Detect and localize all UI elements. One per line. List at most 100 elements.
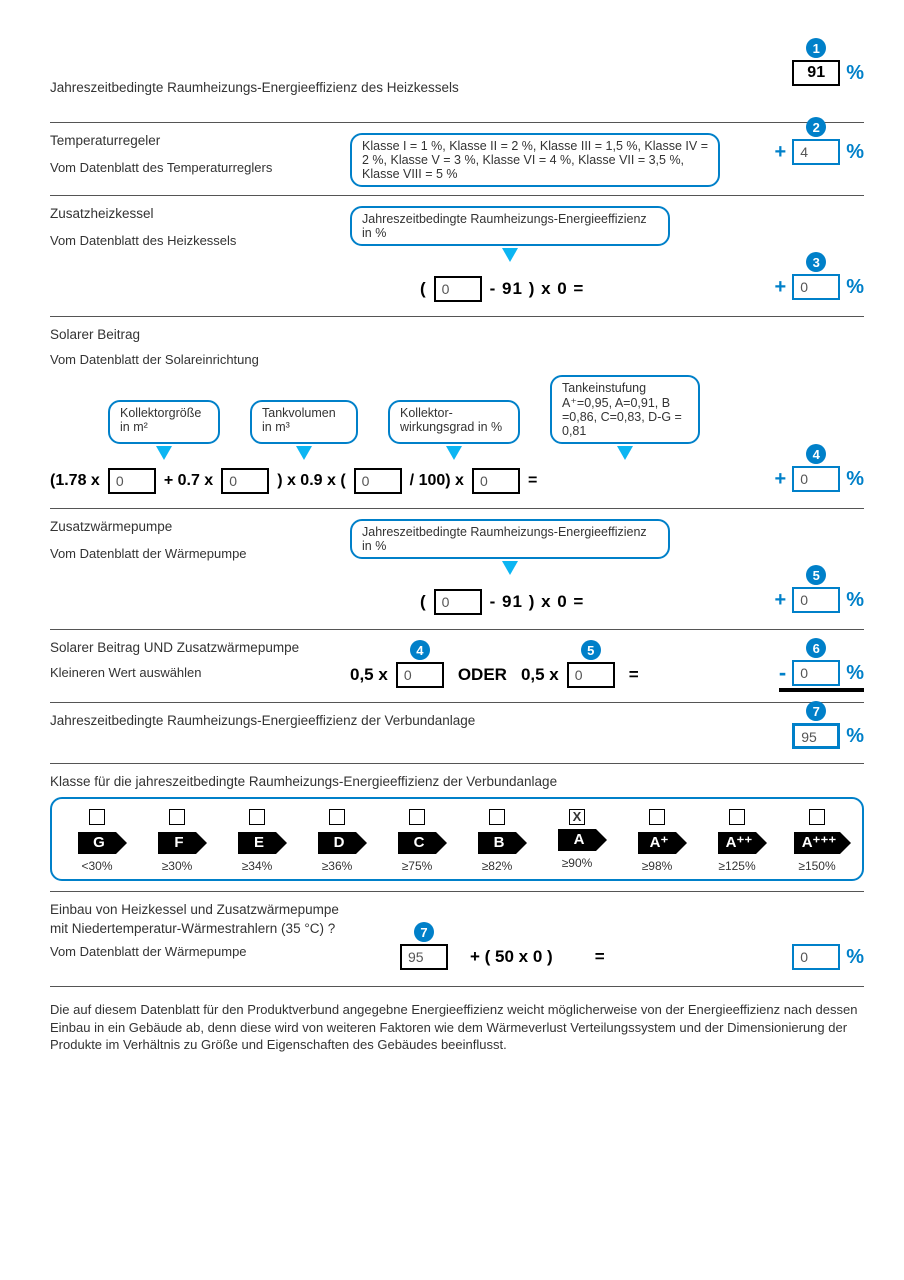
s5-value: 0 [792, 587, 840, 613]
class-item: E≥34% [226, 809, 288, 873]
s8-title: Klasse für die jahreszeitbedingte Raumhe… [50, 774, 864, 789]
class-threshold: ≥34% [226, 859, 288, 873]
s4-c3: Kollektor-wirkungsgrad in % [388, 400, 520, 444]
s9-v1: 95 [400, 944, 448, 970]
s7-value: 95 [792, 723, 840, 749]
class-item: XA≥90% [546, 809, 608, 873]
class-arrow-label: A⁺⁺ [718, 832, 757, 854]
s6-v1: 0 [396, 662, 444, 688]
s9-t1: Einbau von Heizkessel und Zusatzwärmepum… [50, 902, 864, 917]
s1-title: Jahreszeitbedingte Raumheizungs-Energiee… [50, 80, 864, 95]
s5-f2: - 91 ) x 0 = [490, 592, 585, 612]
s3-f1: ( [420, 279, 426, 299]
s4-value: 0 [792, 466, 840, 492]
pct: % [846, 62, 864, 85]
pct: % [846, 276, 864, 299]
s4-f1: (1.78 x [50, 472, 100, 490]
arrow-down-icon [446, 446, 462, 460]
pct: % [846, 946, 864, 969]
arrow-down-icon [296, 446, 312, 460]
s6-f2: 0,5 x [521, 665, 559, 685]
class-threshold: ≥82% [466, 859, 528, 873]
s9-sub: Vom Datenblatt der Wärmepumpe [50, 944, 330, 959]
s4-v1: 0 [108, 468, 156, 494]
s5-f1: ( [420, 592, 426, 612]
s6-title: Solarer Beitrag UND Zusatzwärmepumpe [50, 640, 330, 655]
pct: % [846, 662, 864, 685]
s2-value: 4 [792, 139, 840, 165]
s4-c4: Tankeinstufung A⁺=0,95, A=0,91, B =0,86,… [550, 375, 700, 444]
class-selector: G<30%F≥30%E≥34%D≥36%C≥75%B≥82%XA≥90%A⁺≥9… [50, 797, 864, 881]
badge-5b: 5 [581, 640, 601, 660]
minus-sign: - [779, 660, 786, 686]
s3-sub: Vom Datenblatt des Heizkessels [50, 233, 330, 248]
class-checkbox [489, 809, 505, 825]
s9-t2: mit Niedertemperatur-Wärmestrahlern (35 … [50, 921, 864, 936]
section-boiler-efficiency: Jahreszeitbedingte Raumheizungs-Energiee… [50, 80, 864, 123]
badge-3: 3 [806, 252, 826, 272]
class-arrow-label: A [558, 829, 596, 851]
class-item: A⁺≥98% [626, 809, 688, 873]
class-threshold: <30% [66, 859, 128, 873]
plus-sign: + [775, 141, 787, 164]
pct: % [846, 725, 864, 748]
s2-callout: Klasse I = 1 %, Klasse II = 2 %, Klasse … [350, 133, 720, 187]
class-item: G <30% [66, 809, 128, 873]
class-item: D≥36% [306, 809, 368, 873]
s4-sub: Vom Datenblatt der Solareinrichtung [50, 352, 864, 367]
class-checkbox [89, 809, 105, 825]
s4-c2: Tankvolumen in m³ [250, 400, 358, 444]
s3-title: Zusatzheizkessel [50, 206, 330, 221]
class-checkbox: X [569, 809, 585, 825]
section-package-efficiency: Jahreszeitbedingte Raumheizungs-Energiee… [50, 713, 864, 764]
s5-sub: Vom Datenblatt der Wärmepumpe [50, 546, 330, 561]
s6-eq: = [629, 665, 639, 685]
s6-sub: Kleineren Wert auswählen [50, 665, 330, 680]
class-checkbox [169, 809, 185, 825]
section-solar-and-heatpump: Solarer Beitrag UND Zusatzwärmepumpe Kle… [50, 640, 864, 703]
class-threshold: ≥30% [146, 859, 208, 873]
badge-2: 2 [806, 117, 826, 137]
s5-title: Zusatzwärmepumpe [50, 519, 330, 534]
s4-v2: 0 [221, 468, 269, 494]
plus-sign: + [775, 276, 787, 299]
s3-callout: Jahreszeitbedingte Raumheizungs-Energiee… [350, 206, 670, 246]
class-item: B≥82% [466, 809, 528, 873]
class-item: F ≥30% [146, 809, 208, 873]
section-solar: Solarer Beitrag Vom Datenblatt der Solar… [50, 327, 864, 509]
plus-sign: + [775, 468, 787, 491]
arrow-down-icon [156, 446, 172, 460]
class-item: A⁺⁺⁺≥150% [786, 809, 848, 873]
s2-title: Temperaturregeler [50, 133, 350, 148]
s3-value: 0 [792, 274, 840, 300]
arrow-down-icon [502, 248, 518, 262]
s6-v2: 0 [567, 662, 615, 688]
s4-c1: Kollektorgröße in m² [108, 400, 220, 444]
class-checkbox [409, 809, 425, 825]
s2-sub: Vom Datenblatt des Temperaturreglers [50, 160, 350, 175]
class-checkbox [809, 809, 825, 825]
s5-callout: Jahreszeitbedingte Raumheizungs-Energiee… [350, 519, 670, 559]
s4-f3: ) x 0.9 x ( [277, 472, 345, 490]
badge-7b: 7 [414, 922, 434, 942]
s5-v1: 0 [434, 589, 482, 615]
footer-note: Die auf diesem Datenblatt für den Produk… [50, 1001, 864, 1054]
s3-v1: 0 [434, 276, 482, 302]
class-threshold: ≥98% [626, 859, 688, 873]
s4-v3: 0 [354, 468, 402, 494]
s9-f: + ( 50 x 0 ) [470, 947, 553, 967]
s1-value: 91 [792, 60, 840, 86]
class-arrow-label: F [158, 832, 196, 854]
badge-4b: 4 [410, 640, 430, 660]
class-checkbox [249, 809, 265, 825]
badge-4: 4 [806, 444, 826, 464]
badge-5: 5 [806, 565, 826, 585]
section-efficiency-class: Klasse für die jahreszeitbedingte Raumhe… [50, 774, 864, 892]
section-temp-control: Temperaturregeler Vom Datenblatt des Tem… [50, 133, 864, 196]
class-arrow-label: C [398, 832, 436, 854]
section-heatpump: Zusatzwärmepumpe Vom Datenblatt der Wärm… [50, 519, 864, 630]
class-arrow-label: G [78, 832, 116, 854]
pct: % [846, 589, 864, 612]
plus-sign: + [775, 589, 787, 612]
s4-title: Solarer Beitrag [50, 327, 864, 342]
